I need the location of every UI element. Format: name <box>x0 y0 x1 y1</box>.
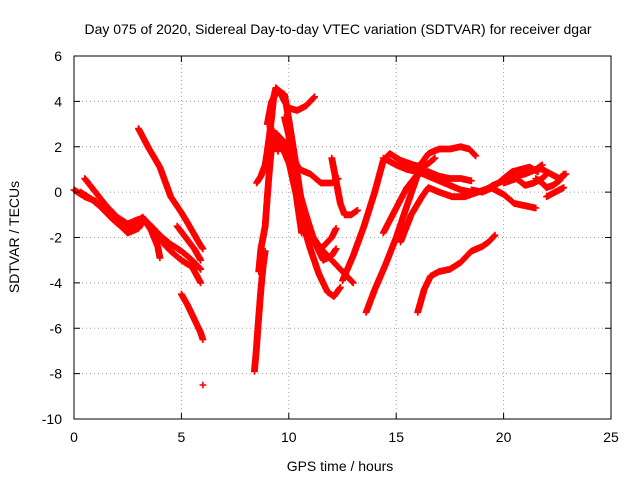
series-markers <box>397 184 540 246</box>
series-markers <box>328 154 361 219</box>
series-markers <box>251 247 269 375</box>
x-tick-label: 0 <box>70 429 78 445</box>
x-tick-label: 5 <box>178 429 186 445</box>
y-tick-label: -8 <box>50 366 63 382</box>
series-markers <box>379 168 475 237</box>
chart-title: Day 075 of 2020, Sidereal Day-to-day VTE… <box>84 21 591 37</box>
x-tick-label: 25 <box>603 429 619 445</box>
series-markers <box>81 175 205 273</box>
y-tick-label: -4 <box>50 275 63 291</box>
series-track-23 <box>414 231 499 316</box>
series-markers <box>414 231 499 316</box>
series-track-8 <box>251 247 269 375</box>
series-markers <box>281 113 306 237</box>
series-track-20 <box>362 143 480 316</box>
y-tick-label: -6 <box>50 320 63 336</box>
series-track-28 <box>538 166 570 182</box>
series-markers <box>538 166 570 182</box>
series-track-17 <box>328 154 361 219</box>
series-track-29 <box>543 184 568 201</box>
series-track-5 <box>173 222 205 264</box>
y-tick-label: -10 <box>42 411 62 427</box>
y-tick-label: 0 <box>54 184 62 200</box>
series-track-25 <box>478 163 542 196</box>
series-markers <box>173 222 205 264</box>
x-tick-label: 20 <box>496 429 512 445</box>
series-markers <box>199 381 207 389</box>
series-track-6 <box>178 290 207 343</box>
x-tick-label: 10 <box>281 429 297 445</box>
y-axis-label: SDTVAR / TECUs <box>6 181 22 293</box>
series-markers <box>135 125 207 253</box>
series-track-7 <box>199 381 207 389</box>
series-markers <box>543 184 568 201</box>
x-axis-label: GPS time / hours <box>287 458 394 474</box>
axis-ticks <box>73 55 612 420</box>
x-tick-label: 15 <box>388 429 404 445</box>
series-layer <box>70 84 570 389</box>
y-tick-label: 4 <box>54 93 62 109</box>
y-tick-label: -2 <box>50 230 63 246</box>
series-track-22 <box>397 184 540 246</box>
y-tick-label: 2 <box>54 139 62 155</box>
series-markers <box>362 143 480 316</box>
y-tick-label: 6 <box>54 48 62 64</box>
series-track-3 <box>81 175 205 273</box>
series-track-4 <box>135 125 207 253</box>
series-track-21 <box>379 168 475 237</box>
series-markers <box>478 163 542 196</box>
series-track-15 <box>281 113 306 237</box>
series-markers <box>178 290 207 343</box>
